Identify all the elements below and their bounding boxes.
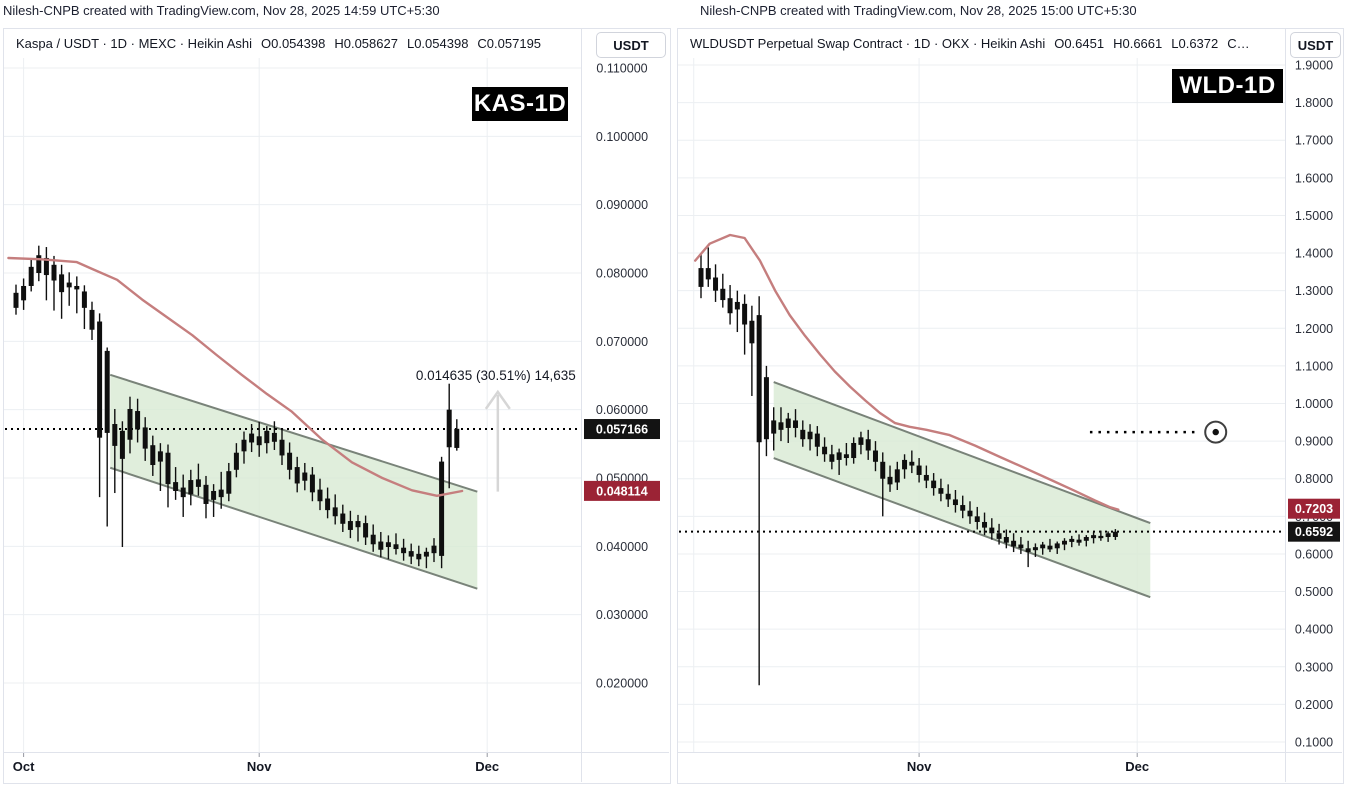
svg-text:1.1000: 1.1000 xyxy=(1295,359,1333,373)
svg-text:0.3000: 0.3000 xyxy=(1295,660,1333,674)
price-axis-right[interactable] xyxy=(1286,28,1343,752)
ohlc-close-left: C0.057195 xyxy=(477,36,542,51)
svg-text:1.4000: 1.4000 xyxy=(1295,247,1333,261)
svg-text:Nov: Nov xyxy=(907,759,932,774)
ohlc-close-right: C… xyxy=(1227,36,1250,51)
price-target-marker-wld xyxy=(1089,420,1228,444)
ohlc-open-left: O0.054398 xyxy=(261,36,326,51)
attribution-right: Nilesh-CNPB created with TradingView.com… xyxy=(700,3,1137,18)
symbol-title-row-left[interactable]: Kaspa / USDT · 1D · MEXC · Heikin Ashi O0… xyxy=(16,36,591,54)
svg-text:1.7000: 1.7000 xyxy=(1295,134,1333,148)
svg-text:0.057166: 0.057166 xyxy=(596,423,648,437)
svg-text:Dec: Dec xyxy=(475,759,499,774)
svg-text:1.6000: 1.6000 xyxy=(1295,171,1333,185)
svg-text:0.020000: 0.020000 xyxy=(596,676,648,690)
svg-text:0.5000: 0.5000 xyxy=(1295,585,1333,599)
svg-text:Nov: Nov xyxy=(247,759,272,774)
price-tag-red-wld: 0.7203 xyxy=(1288,498,1340,519)
svg-text:0.9000: 0.9000 xyxy=(1295,435,1333,449)
svg-text:0.8000: 0.8000 xyxy=(1295,472,1333,486)
svg-text:1.2000: 1.2000 xyxy=(1295,322,1333,336)
ohlc-low-right: L0.6372 xyxy=(1171,36,1219,51)
price-axis-left[interactable] xyxy=(582,28,670,752)
plot-area-wld xyxy=(678,58,1285,752)
svg-text:0.6592: 0.6592 xyxy=(1295,525,1333,539)
attribution-left: Nilesh-CNPB created with TradingView.com… xyxy=(3,3,440,18)
svg-text:0.4000: 0.4000 xyxy=(1295,623,1333,637)
parallel-channel-kas xyxy=(109,373,478,590)
svg-text:Oct: Oct xyxy=(13,759,35,774)
price-scale-labels-wld: 1.9000 1.8000 1.7000 1.6000 1.5000 1.4000 1.30… xyxy=(1295,59,1333,750)
moving-average-line-wld xyxy=(694,233,1120,511)
symbol-description-right[interactable]: WLDUSDT Perpetual Swap Contract · 1D · O… xyxy=(690,36,1046,51)
svg-text:0.2000: 0.2000 xyxy=(1295,698,1333,712)
svg-text:0.1000: 0.1000 xyxy=(1295,735,1333,749)
price-tag-black-wld: 0.6592 xyxy=(1288,521,1340,542)
svg-text:0.090000: 0.090000 xyxy=(596,198,648,212)
price-scale-labels-kas: 0.110000 0.100000 0.090000 0.080000 0.070000… xyxy=(596,62,648,691)
ohlc-low-left: L0.054398 xyxy=(406,36,469,51)
svg-text:0.040000: 0.040000 xyxy=(596,540,648,554)
chart-label-kas-1d[interactable]: KAS-1D xyxy=(472,87,568,121)
svg-text:0.048114: 0.048114 xyxy=(596,484,647,498)
chart-card xyxy=(3,28,671,784)
ohlc-high-left: H0.058627 xyxy=(334,36,398,51)
svg-text:Dec: Dec xyxy=(1125,759,1149,774)
svg-text:1.5000: 1.5000 xyxy=(1295,209,1333,223)
ohlc-open-right: O0.6451 xyxy=(1054,36,1105,51)
plot-area-kas xyxy=(4,58,581,752)
measure-label: 0.014635 (30.51%) 14,635 xyxy=(416,368,576,383)
time-axis-right[interactable] xyxy=(677,752,1343,783)
svg-text:0.6000: 0.6000 xyxy=(1295,547,1333,561)
price-tag-red-kas: 0.048114 xyxy=(584,480,660,501)
price-tag-black-kas: 0.057166 xyxy=(584,419,660,440)
svg-text:1.8000: 1.8000 xyxy=(1295,96,1333,110)
svg-text:0.110000: 0.110000 xyxy=(596,62,647,76)
measure-arrow-kas xyxy=(484,389,511,492)
currency-toggle-button-left[interactable]: USDT xyxy=(596,32,666,58)
currency-toggle-button-right[interactable]: USDT xyxy=(1290,32,1341,58)
chart-label-wld-1d[interactable]: WLD-1D xyxy=(1172,69,1283,103)
candles-kas xyxy=(13,245,460,569)
time-axis-left[interactable] xyxy=(3,752,670,783)
svg-text:0.7203: 0.7203 xyxy=(1295,502,1333,516)
ohlc-high-right: H0.6661 xyxy=(1113,36,1163,51)
symbol-title-row-right[interactable]: WLDUSDT Perpetual Swap Contract · 1D · O… xyxy=(690,36,1282,54)
svg-text:0.030000: 0.030000 xyxy=(596,608,648,622)
moving-average-line-kas xyxy=(7,256,464,497)
svg-text:1.3000: 1.3000 xyxy=(1295,284,1333,298)
svg-text:1.9000: 1.9000 xyxy=(1295,59,1333,73)
svg-text:0.060000: 0.060000 xyxy=(596,403,648,417)
svg-text:0.100000: 0.100000 xyxy=(596,130,648,144)
svg-text:0.070000: 0.070000 xyxy=(596,335,648,349)
symbol-description-left[interactable]: Kaspa / USDT · 1D · MEXC · Heikin Ashi xyxy=(16,36,252,51)
svg-text:0.080000: 0.080000 xyxy=(596,266,648,280)
svg-text:1.0000: 1.0000 xyxy=(1295,397,1333,411)
candles-wld xyxy=(698,247,1118,686)
